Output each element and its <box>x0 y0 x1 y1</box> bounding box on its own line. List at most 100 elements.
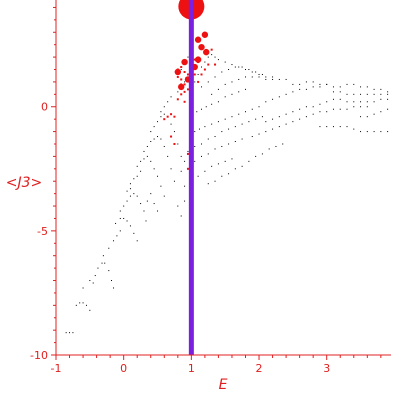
data-point <box>238 66 240 68</box>
data-point <box>234 168 236 170</box>
data-point <box>204 126 206 128</box>
data-point <box>326 83 328 85</box>
data-point <box>129 225 131 227</box>
data-point <box>241 138 243 140</box>
data-point <box>201 66 203 68</box>
data-point <box>157 210 159 212</box>
data-point <box>205 106 207 108</box>
data-point <box>187 150 189 152</box>
data-point <box>180 69 182 71</box>
data-point <box>312 86 314 88</box>
data-point <box>163 145 165 147</box>
data-point <box>92 282 94 284</box>
data-point <box>197 175 199 177</box>
data-point <box>163 113 165 115</box>
data-point <box>89 309 91 311</box>
data-point <box>224 160 226 162</box>
data-point <box>339 91 341 93</box>
data-point <box>366 131 368 133</box>
data-point <box>360 93 362 95</box>
data-point <box>183 100 186 103</box>
data-point <box>187 56 189 58</box>
data-point <box>265 131 267 133</box>
data-point <box>201 155 203 157</box>
data-point <box>113 240 115 242</box>
data-point <box>201 143 203 145</box>
data-point <box>373 88 375 90</box>
data-point <box>150 160 152 162</box>
data-point <box>129 195 131 197</box>
data-point <box>380 111 382 113</box>
data-point <box>299 88 301 90</box>
data-point <box>305 81 307 83</box>
data-point <box>167 101 169 103</box>
data-point <box>387 108 389 110</box>
data-point <box>292 111 294 113</box>
data-point <box>157 175 159 177</box>
data-point <box>312 81 314 83</box>
data-point <box>380 98 382 100</box>
data-point <box>244 76 246 78</box>
data-point <box>272 98 274 100</box>
data-point <box>184 81 186 83</box>
data-point <box>285 123 287 125</box>
data-point <box>231 81 233 83</box>
data-point <box>319 126 321 128</box>
data-point <box>319 86 321 88</box>
data-point <box>221 71 223 73</box>
y-tick-label: 0 <box>41 101 48 114</box>
data-point <box>265 76 267 78</box>
data-point <box>123 205 125 207</box>
data-point <box>85 304 87 306</box>
data-point <box>278 78 280 80</box>
data-point <box>153 168 155 170</box>
data-point <box>126 200 128 202</box>
data-point <box>217 88 219 90</box>
data-point <box>366 116 368 118</box>
data-point <box>136 165 138 167</box>
data-point <box>272 118 274 120</box>
data-point <box>146 155 148 157</box>
data-point <box>258 106 260 108</box>
data-point <box>373 113 375 115</box>
y-tick-label: -10 <box>30 349 48 362</box>
data-point <box>380 93 382 95</box>
data-point <box>228 69 230 71</box>
data-point <box>285 113 287 115</box>
data-point <box>194 56 202 63</box>
data-point <box>265 121 267 123</box>
data-point <box>75 304 77 306</box>
data-point <box>173 115 176 118</box>
data-point <box>194 160 196 162</box>
data-point <box>150 131 152 133</box>
data-point <box>228 173 230 175</box>
data-point <box>143 210 145 212</box>
data-point <box>268 148 270 150</box>
data-point <box>186 88 189 91</box>
data-point <box>275 145 277 147</box>
data-point <box>261 73 263 75</box>
data-point <box>299 118 301 120</box>
data-point <box>305 106 307 108</box>
data-point <box>346 126 348 128</box>
data-point <box>248 160 250 162</box>
data-point <box>102 255 104 257</box>
data-point <box>360 101 362 103</box>
data-point <box>133 178 135 180</box>
data-point <box>360 86 362 88</box>
data-point <box>160 138 162 140</box>
data-point <box>173 131 175 133</box>
data-point <box>339 108 341 110</box>
data-point <box>255 118 257 120</box>
data-point <box>140 170 142 172</box>
x-tick-label: 0 <box>120 362 127 375</box>
data-point <box>244 111 246 113</box>
data-point <box>194 145 196 147</box>
data-point <box>387 131 389 133</box>
data-point <box>201 86 203 88</box>
data-point <box>150 141 152 143</box>
data-point <box>79 302 81 304</box>
data-point <box>163 106 165 108</box>
data-point <box>224 118 226 120</box>
data-point <box>238 78 240 80</box>
